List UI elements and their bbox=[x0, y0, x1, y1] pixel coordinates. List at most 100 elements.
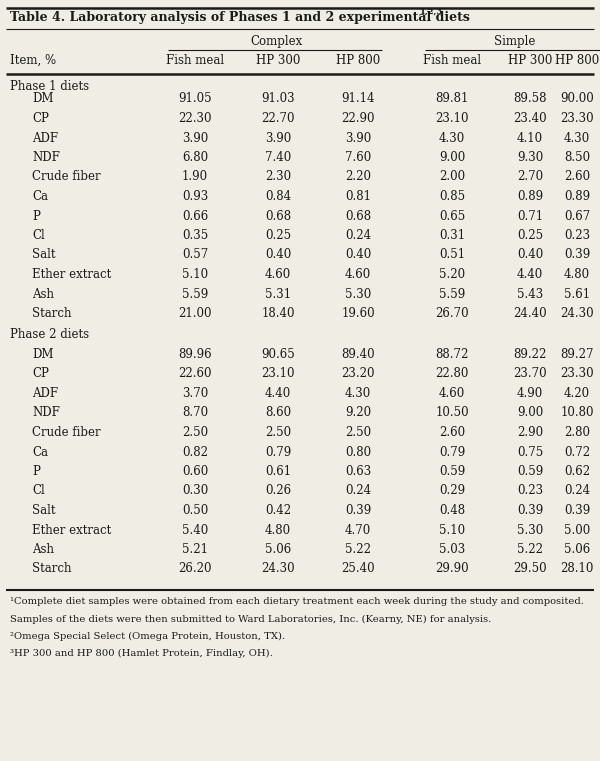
Text: 2.50: 2.50 bbox=[182, 426, 208, 439]
Text: 24.30: 24.30 bbox=[261, 562, 295, 575]
Text: 0.79: 0.79 bbox=[439, 445, 465, 458]
Text: 89.81: 89.81 bbox=[436, 93, 469, 106]
Text: 8.50: 8.50 bbox=[564, 151, 590, 164]
Text: 0.40: 0.40 bbox=[345, 249, 371, 262]
Text: 5.21: 5.21 bbox=[182, 543, 208, 556]
Text: Ca: Ca bbox=[32, 445, 48, 458]
Text: 0.25: 0.25 bbox=[265, 229, 291, 242]
Text: 23.30: 23.30 bbox=[560, 112, 594, 125]
Text: Samples of the diets were then submitted to Ward Laboratories, Inc. (Kearny, NE): Samples of the diets were then submitted… bbox=[10, 614, 491, 623]
Text: 4.30: 4.30 bbox=[564, 132, 590, 145]
Text: Phase 1 diets: Phase 1 diets bbox=[10, 79, 89, 93]
Text: Salt: Salt bbox=[32, 249, 56, 262]
Text: 10.80: 10.80 bbox=[560, 406, 594, 419]
Text: Fish meal: Fish meal bbox=[423, 53, 481, 66]
Text: 29.50: 29.50 bbox=[513, 562, 547, 575]
Text: 4.10: 4.10 bbox=[517, 132, 543, 145]
Text: 4.30: 4.30 bbox=[345, 387, 371, 400]
Text: CP: CP bbox=[32, 112, 49, 125]
Text: 5.22: 5.22 bbox=[517, 543, 543, 556]
Text: NDF: NDF bbox=[32, 151, 60, 164]
Text: 23.20: 23.20 bbox=[341, 368, 375, 380]
Text: 2.70: 2.70 bbox=[517, 170, 543, 183]
Text: 19.60: 19.60 bbox=[341, 307, 375, 320]
Text: HP 300: HP 300 bbox=[256, 53, 300, 66]
Text: 23.10: 23.10 bbox=[435, 112, 469, 125]
Text: 0.61: 0.61 bbox=[265, 465, 291, 478]
Text: 4.90: 4.90 bbox=[517, 387, 543, 400]
Text: 0.89: 0.89 bbox=[517, 190, 543, 203]
Text: 5.00: 5.00 bbox=[564, 524, 590, 537]
Text: 0.66: 0.66 bbox=[182, 209, 208, 222]
Text: 3.90: 3.90 bbox=[182, 132, 208, 145]
Text: 5.22: 5.22 bbox=[345, 543, 371, 556]
Text: 0.80: 0.80 bbox=[345, 445, 371, 458]
Text: 0.26: 0.26 bbox=[265, 485, 291, 498]
Text: 5.06: 5.06 bbox=[265, 543, 291, 556]
Text: 0.48: 0.48 bbox=[439, 504, 465, 517]
Text: 0.60: 0.60 bbox=[182, 465, 208, 478]
Text: 23.30: 23.30 bbox=[560, 368, 594, 380]
Text: ADF: ADF bbox=[32, 132, 58, 145]
Text: 9.20: 9.20 bbox=[345, 406, 371, 419]
Text: Cl: Cl bbox=[32, 229, 45, 242]
Text: 5.10: 5.10 bbox=[182, 268, 208, 281]
Text: 4.60: 4.60 bbox=[439, 387, 465, 400]
Text: 1,2,3: 1,2,3 bbox=[419, 8, 443, 16]
Text: 22.70: 22.70 bbox=[261, 112, 295, 125]
Text: 91.14: 91.14 bbox=[341, 93, 375, 106]
Text: 23.10: 23.10 bbox=[261, 368, 295, 380]
Text: 9.00: 9.00 bbox=[439, 151, 465, 164]
Text: Item, %: Item, % bbox=[10, 53, 56, 66]
Text: Crude fiber: Crude fiber bbox=[32, 426, 101, 439]
Text: 5.03: 5.03 bbox=[439, 543, 465, 556]
Text: 0.71: 0.71 bbox=[517, 209, 543, 222]
Text: 0.39: 0.39 bbox=[564, 249, 590, 262]
Text: 5.31: 5.31 bbox=[265, 288, 291, 301]
Text: Simple: Simple bbox=[494, 34, 535, 47]
Text: 5.20: 5.20 bbox=[439, 268, 465, 281]
Text: NDF: NDF bbox=[32, 406, 60, 419]
Text: Cl: Cl bbox=[32, 485, 45, 498]
Text: 0.40: 0.40 bbox=[265, 249, 291, 262]
Text: 5.61: 5.61 bbox=[564, 288, 590, 301]
Text: 0.82: 0.82 bbox=[182, 445, 208, 458]
Text: 22.80: 22.80 bbox=[436, 368, 469, 380]
Text: 4.80: 4.80 bbox=[265, 524, 291, 537]
Text: 22.90: 22.90 bbox=[341, 112, 375, 125]
Text: 22.60: 22.60 bbox=[178, 368, 212, 380]
Text: 4.20: 4.20 bbox=[564, 387, 590, 400]
Text: 5.10: 5.10 bbox=[439, 524, 465, 537]
Text: 90.00: 90.00 bbox=[560, 93, 594, 106]
Text: 0.31: 0.31 bbox=[439, 229, 465, 242]
Text: 5.30: 5.30 bbox=[345, 288, 371, 301]
Text: 91.05: 91.05 bbox=[178, 93, 212, 106]
Text: 26.70: 26.70 bbox=[435, 307, 469, 320]
Text: Ca: Ca bbox=[32, 190, 48, 203]
Text: 18.40: 18.40 bbox=[261, 307, 295, 320]
Text: 0.84: 0.84 bbox=[265, 190, 291, 203]
Text: HP 800: HP 800 bbox=[555, 53, 599, 66]
Text: 0.25: 0.25 bbox=[517, 229, 543, 242]
Text: 0.39: 0.39 bbox=[564, 504, 590, 517]
Text: 0.42: 0.42 bbox=[265, 504, 291, 517]
Text: 0.57: 0.57 bbox=[182, 249, 208, 262]
Text: 0.68: 0.68 bbox=[265, 209, 291, 222]
Text: ADF: ADF bbox=[32, 387, 58, 400]
Text: 0.23: 0.23 bbox=[517, 485, 543, 498]
Text: 2.00: 2.00 bbox=[439, 170, 465, 183]
Text: 0.65: 0.65 bbox=[439, 209, 465, 222]
Text: 9.30: 9.30 bbox=[517, 151, 543, 164]
Text: Table 4. Laboratory analysis of Phases 1 and 2 experimental diets: Table 4. Laboratory analysis of Phases 1… bbox=[10, 11, 470, 24]
Text: Starch: Starch bbox=[32, 307, 71, 320]
Text: 3.70: 3.70 bbox=[182, 387, 208, 400]
Text: 3.90: 3.90 bbox=[265, 132, 291, 145]
Text: 24.40: 24.40 bbox=[513, 307, 547, 320]
Text: 0.51: 0.51 bbox=[439, 249, 465, 262]
Text: 0.39: 0.39 bbox=[345, 504, 371, 517]
Text: 0.89: 0.89 bbox=[564, 190, 590, 203]
Text: 9.00: 9.00 bbox=[517, 406, 543, 419]
Text: DM: DM bbox=[32, 93, 53, 106]
Text: 2.20: 2.20 bbox=[345, 170, 371, 183]
Text: HP 800: HP 800 bbox=[336, 53, 380, 66]
